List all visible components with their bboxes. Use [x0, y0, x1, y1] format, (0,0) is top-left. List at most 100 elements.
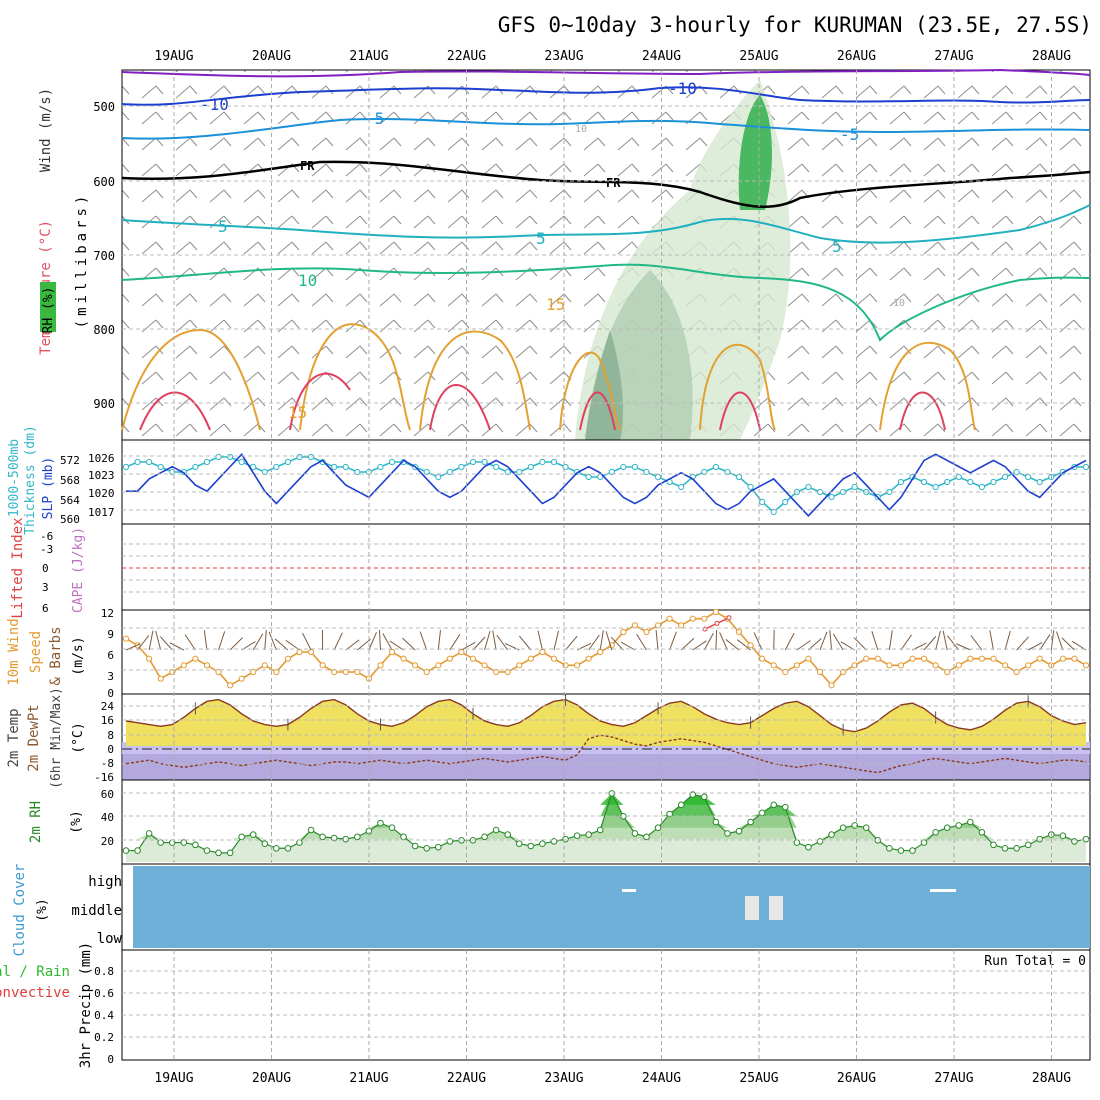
rh-point [701, 793, 708, 801]
rh-point [631, 830, 639, 837]
thickness-point [307, 453, 315, 461]
wind-barb [492, 630, 497, 651]
rh-point [816, 838, 824, 845]
contour-label: -10 [200, 95, 229, 114]
chart-title: GFS 0~10day 3-hourly for KURUMAN (23.5E,… [498, 13, 1092, 37]
wind-speed-point [215, 668, 222, 676]
thickness-point [944, 478, 951, 486]
wind-speed-point [932, 662, 939, 669]
wind-speed-point [643, 628, 650, 636]
wind-barb [437, 630, 441, 651]
lifted-index-point [714, 620, 720, 626]
wind-speed-point [1025, 662, 1032, 669]
rh-tick: 20 [101, 835, 114, 848]
cloud-tick: middle [71, 903, 122, 919]
wind-barb [900, 634, 912, 651]
wind-barb [989, 630, 994, 651]
cloud-panel: high middle low Cloud Cover (%) [12, 863, 1091, 956]
rh-point [157, 839, 164, 846]
wind-barb [692, 640, 707, 651]
wind-barb [368, 632, 377, 651]
rh-point [1059, 832, 1067, 840]
wind-barb [484, 630, 491, 651]
date-label: 26AUG [837, 1071, 876, 1086]
axis-label: CAPE (J/kg) [71, 527, 86, 613]
rh-band [126, 793, 1086, 805]
wind-barb [669, 631, 677, 651]
thickness-point [481, 458, 488, 466]
wind-speed-point [469, 655, 477, 662]
wind-speed-point [504, 668, 511, 676]
thickness-point [712, 463, 719, 471]
date-label: 27AUG [934, 1071, 973, 1086]
thickness-point [539, 458, 546, 466]
rh-point [192, 841, 199, 849]
gridlines [122, 70, 1090, 1060]
rh-point [319, 833, 326, 841]
cloud-tick: high [88, 874, 122, 890]
rh-point [1036, 835, 1044, 843]
wind-speed-point [863, 655, 870, 662]
thickness-point [423, 468, 430, 476]
precip-tick: 0.8 [94, 965, 114, 978]
wind-barb [1004, 630, 1011, 651]
wind-speed-point [620, 628, 627, 636]
wind-speed-point [146, 655, 153, 662]
wind-speed-point [550, 655, 558, 662]
wind-speed-point [481, 662, 488, 669]
wind-speed-point [331, 668, 338, 676]
rh-point [203, 847, 211, 854]
thickness-point [1036, 478, 1043, 486]
date-label: 28AUG [1032, 49, 1071, 64]
rh-legend-swatch [40, 282, 56, 332]
thickness-point [446, 468, 453, 476]
wind-speed-point [920, 655, 928, 662]
wind-barb [605, 631, 613, 651]
rh-point [226, 849, 234, 857]
wind-tick: 12 [101, 607, 114, 620]
contour-label: -5 [365, 109, 384, 128]
mid-cloud-gap [745, 896, 759, 920]
precip-tick: 0.2 [94, 1031, 114, 1044]
rh-point [492, 826, 500, 834]
rh-point [712, 818, 720, 826]
thickness-point [273, 463, 280, 471]
wind-barb [1056, 631, 1064, 651]
contour-label: 15 [288, 403, 307, 422]
wind-speed-point [666, 615, 673, 622]
slp-series [126, 453, 1087, 518]
wind-barb [808, 638, 822, 651]
wind-speed-point [585, 655, 592, 662]
wind-barb [1039, 634, 1051, 651]
wind-speed-point [793, 662, 800, 669]
rh-point [758, 809, 766, 817]
wind-speed-point [192, 655, 199, 662]
rh-point [527, 842, 535, 850]
thickness-point [770, 508, 777, 516]
axis-label: Convective [0, 985, 70, 1001]
rh-point [585, 831, 592, 838]
temp2m-panel: 24 16 8 0 -8 -16 2m Temp 2m DewPt (6hr M… [6, 687, 1091, 789]
wind-tick: 6 [107, 649, 114, 662]
wind-tick: 0 [107, 687, 114, 700]
wind-barb [620, 641, 636, 651]
wind-barb [264, 630, 267, 651]
thickness-point [643, 468, 650, 476]
rh-point [724, 830, 731, 837]
wind-barb [382, 633, 393, 651]
rh-point [781, 803, 789, 811]
rh-point [273, 844, 280, 852]
contour-label: FR [300, 159, 315, 173]
rh-band [126, 793, 1086, 817]
wind-speed-point [654, 622, 662, 629]
temp-tick: 16 [101, 714, 114, 727]
thickness-point [978, 483, 986, 491]
wind-barb [301, 632, 312, 651]
rh-point [747, 818, 754, 826]
thickness-point [1082, 463, 1090, 471]
wind-speed-point [1071, 655, 1078, 662]
contour-label: 10 [893, 298, 905, 309]
wind-barb [829, 630, 833, 651]
axis-label: Thickness (dm) [23, 425, 38, 535]
rh-point [805, 843, 812, 851]
